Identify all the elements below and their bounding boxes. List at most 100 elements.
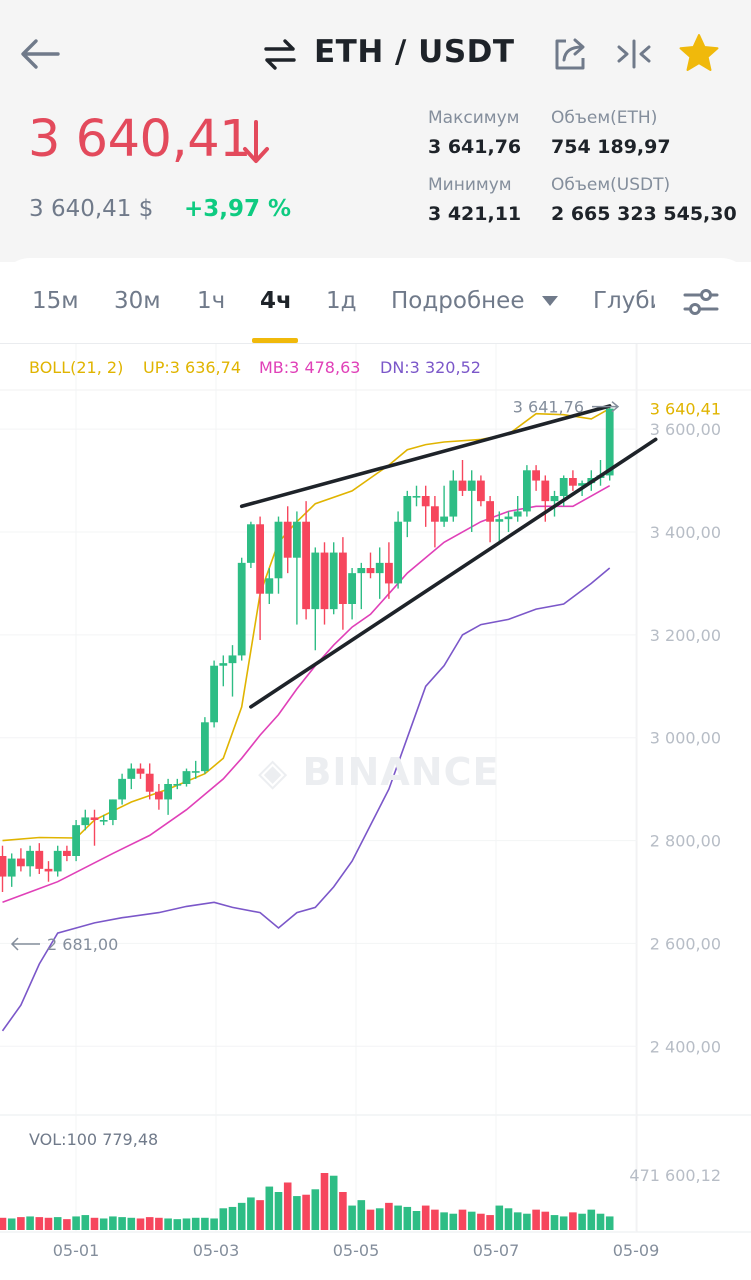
candle-body xyxy=(403,496,412,522)
chart-settings-icon[interactable] xyxy=(682,286,720,318)
pair-title[interactable]: ETH / USDT xyxy=(314,34,515,70)
volume-bar xyxy=(228,1206,237,1230)
tab-depth[interactable]: Глуби xyxy=(593,288,655,314)
ticker-header xyxy=(0,0,751,262)
min-price-marker: 2 681,00 xyxy=(47,935,118,954)
candle-body xyxy=(311,552,320,610)
candle-body xyxy=(191,771,200,773)
candle-body xyxy=(127,768,136,779)
volume-bar xyxy=(486,1215,494,1230)
x-tick-label: 05-09 xyxy=(613,1241,660,1260)
volume-bar xyxy=(394,1205,402,1230)
candle-body xyxy=(412,496,421,498)
volume-bar xyxy=(550,1215,559,1230)
x-tick-label: 05-07 xyxy=(473,1241,520,1260)
volume-bar xyxy=(477,1213,485,1230)
candle-body xyxy=(145,773,154,792)
tab-more[interactable]: Подробнее xyxy=(391,288,525,314)
volume-bar xyxy=(81,1215,90,1230)
tab-4h[interactable]: 4ч xyxy=(260,288,292,314)
candle-body xyxy=(118,778,126,800)
candle-body xyxy=(477,480,485,502)
volume-bar xyxy=(256,1200,264,1230)
volume-bar xyxy=(458,1209,467,1230)
candle-body xyxy=(109,799,117,820)
candle-body xyxy=(237,562,246,656)
price-down-arrow-icon xyxy=(243,120,269,163)
back-arrow-icon[interactable] xyxy=(18,36,62,72)
volume-bar xyxy=(532,1209,540,1230)
caret-down-icon[interactable] xyxy=(540,293,560,309)
candle-body xyxy=(458,480,467,491)
candle-body xyxy=(385,562,393,584)
volume-bar xyxy=(495,1205,504,1230)
x-tick-label: 05-05 xyxy=(333,1241,380,1260)
candle-body xyxy=(7,858,16,877)
volume-bar xyxy=(449,1213,458,1230)
tab-15m[interactable]: 15м xyxy=(32,288,79,314)
candle-body xyxy=(35,850,44,869)
candle-body xyxy=(173,784,182,786)
volume-bar xyxy=(431,1209,439,1230)
candle-body xyxy=(136,768,145,774)
candle-body xyxy=(523,470,531,512)
candle-body xyxy=(467,480,476,491)
tab-30m[interactable]: 30м xyxy=(114,288,161,314)
volume-bar xyxy=(274,1192,283,1230)
candle-body xyxy=(394,521,402,584)
volume-bar xyxy=(569,1212,577,1230)
candle-body xyxy=(366,568,375,574)
volume-quote-label: Объем(USDT) xyxy=(551,175,671,195)
volume-bar xyxy=(385,1202,393,1230)
volume-bar xyxy=(237,1202,246,1230)
candle-body xyxy=(228,655,237,664)
candle-body xyxy=(63,850,71,856)
volume-bar xyxy=(265,1186,274,1230)
last-price: 3 640,41 xyxy=(28,110,252,169)
swap-icon[interactable] xyxy=(262,38,298,72)
volume-bar xyxy=(210,1218,218,1230)
candle-body xyxy=(357,568,366,574)
candle-body xyxy=(53,850,62,872)
candle-body xyxy=(17,858,25,867)
y-tick-label: 3 400,00 xyxy=(650,523,721,542)
volume-bar xyxy=(0,1217,7,1230)
price-chart[interactable]: 05-01 05-03 05-05 05-07 05-09 3 600,00 3 400,0… xyxy=(0,344,751,1280)
candle-body xyxy=(550,496,559,502)
share-icon[interactable] xyxy=(552,36,588,72)
volume-bar xyxy=(53,1217,62,1230)
max-marker-arrow xyxy=(592,401,620,413)
candle-body xyxy=(201,722,209,772)
volume-bar xyxy=(357,1200,366,1230)
volume-bar xyxy=(302,1194,310,1230)
candle-body xyxy=(559,478,568,496)
tab-1h[interactable]: 1ч xyxy=(197,288,226,314)
volume-bar xyxy=(191,1217,200,1230)
boll-middle-line xyxy=(2,485,611,904)
volume-bar xyxy=(523,1213,531,1230)
volume-bar xyxy=(283,1182,292,1230)
volume-bar xyxy=(578,1213,586,1230)
binance-watermark: ◈ BINANCE xyxy=(258,750,500,794)
divider xyxy=(0,343,751,344)
volume-max-label: 471 600,12 xyxy=(629,1166,721,1185)
candle-body xyxy=(293,521,301,558)
y-tick-label: 3 000,00 xyxy=(650,729,721,748)
volume-bar xyxy=(136,1218,145,1230)
candle-body xyxy=(182,771,191,784)
price-usd: 3 640,41 $ xyxy=(29,196,154,222)
candle-body xyxy=(541,480,550,502)
volume-bar xyxy=(63,1219,71,1230)
volume-bar xyxy=(35,1217,44,1230)
boll-up: UP:3 636,74 xyxy=(143,358,241,377)
compare-icon[interactable] xyxy=(616,38,652,70)
star-icon[interactable] xyxy=(678,33,720,73)
volume-bar xyxy=(7,1218,16,1230)
volume-quote-value: 2 665 323 545,30 xyxy=(551,203,737,225)
tab-1d[interactable]: 1д xyxy=(326,288,357,314)
volume-bar xyxy=(26,1216,34,1230)
boll-lower-line xyxy=(1,567,611,1032)
volume-bar xyxy=(329,1175,338,1230)
trendline xyxy=(239,404,612,509)
candle-body xyxy=(569,478,577,486)
